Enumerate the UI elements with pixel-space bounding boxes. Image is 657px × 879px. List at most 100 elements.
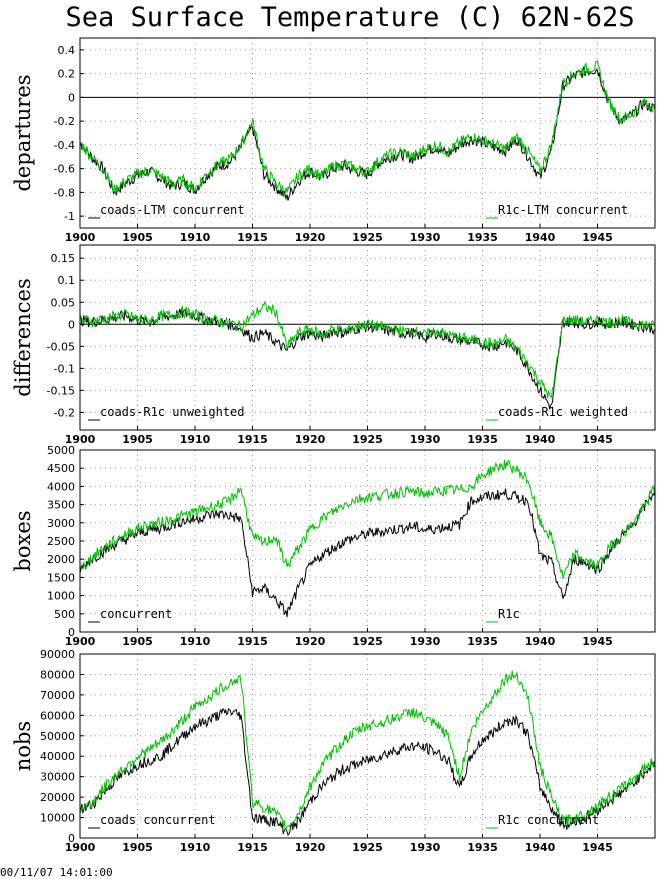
x-tick-label: 1915 <box>237 635 268 648</box>
y-tick-label: 40000 <box>40 750 75 763</box>
x-tick-label: 1930 <box>410 231 441 244</box>
y-tick-label: 0 <box>68 832 75 845</box>
x-tick-label: 1905 <box>122 635 153 648</box>
x-tick-label: 1930 <box>410 433 441 446</box>
x-tick-label: 1920 <box>295 635 326 648</box>
x-tick-label: 1935 <box>467 841 498 854</box>
y-tick-label: 0.1 <box>58 274 76 287</box>
series-line <box>79 488 656 618</box>
chart-title: Sea Surface Temperature (C) 62N-62S <box>65 2 635 33</box>
legend-label-left: coads-LTM concurrent <box>100 203 245 217</box>
plot-frame <box>79 653 656 839</box>
y-tick-label: -1 <box>64 210 75 223</box>
x-tick-label: 1925 <box>352 841 383 854</box>
y-tick-label: 0 <box>68 91 75 104</box>
x-tick-label: 1935 <box>467 231 498 244</box>
series-line <box>79 60 656 198</box>
y-tick-label: 0.2 <box>58 68 76 81</box>
x-tick-label: 1915 <box>237 231 268 244</box>
y-axis-label: differences <box>11 278 35 396</box>
plot-frame <box>79 449 656 633</box>
series-line <box>79 670 656 831</box>
y-tick-label: 0.05 <box>51 296 76 309</box>
x-tick-label: 1935 <box>467 433 498 446</box>
x-tick-label: 1910 <box>180 433 211 446</box>
y-tick-label: 1000 <box>47 590 75 603</box>
plot-frame <box>79 244 656 431</box>
y-tick-label: 90000 <box>40 648 75 661</box>
x-tick-label: 1930 <box>410 841 441 854</box>
plot-frame <box>79 37 656 229</box>
x-tick-label: 1905 <box>122 231 153 244</box>
y-tick-label: 30000 <box>40 771 75 784</box>
y-tick-label: 60000 <box>40 709 75 722</box>
x-tick-label: 1925 <box>352 231 383 244</box>
x-tick-label: 1930 <box>410 635 441 648</box>
y-tick-label: 0.4 <box>58 44 76 57</box>
x-tick-label: 1940 <box>525 231 556 244</box>
legend-label-right: R1c-LTM concurrent <box>498 203 628 217</box>
x-tick-label: 1900 <box>65 433 96 446</box>
x-tick-label: 1910 <box>180 635 211 648</box>
y-tick-label: 0.15 <box>51 252 76 265</box>
y-axis-label: boxes <box>11 510 35 571</box>
x-tick-label: 1900 <box>65 841 96 854</box>
y-tick-label: -0.2 <box>54 406 75 419</box>
y-tick-label: 10000 <box>40 812 75 825</box>
x-tick-label: 1920 <box>295 231 326 244</box>
x-tick-label: 1925 <box>352 635 383 648</box>
x-tick-label: 1935 <box>467 635 498 648</box>
y-tick-label: 2000 <box>47 553 75 566</box>
y-tick-label: 70000 <box>40 689 75 702</box>
legend-label-left: coads-R1c unweighted <box>100 405 245 419</box>
y-tick-label: -0.8 <box>54 186 75 199</box>
series-line <box>79 459 656 579</box>
y-tick-label: -0.15 <box>47 384 75 397</box>
x-tick-label: 1915 <box>237 841 268 854</box>
legend-label-right: coads-R1c weighted <box>498 405 628 419</box>
x-tick-label: 1900 <box>65 231 96 244</box>
y-tick-label: 4500 <box>47 462 75 475</box>
y-axis-label: nobs <box>11 721 35 771</box>
x-tick-label: 1905 <box>122 841 153 854</box>
legend-label-right: R1c concurrent <box>498 813 599 827</box>
x-tick-label: 1910 <box>180 231 211 244</box>
y-tick-label: 0 <box>68 318 75 331</box>
x-tick-label: 1940 <box>525 841 556 854</box>
x-tick-label: 1910 <box>180 841 211 854</box>
y-tick-label: 1500 <box>47 571 75 584</box>
series-line <box>79 300 656 399</box>
x-tick-label: 1940 <box>525 433 556 446</box>
legend-label-left: coads concurrent <box>100 813 216 827</box>
y-tick-label: 5000 <box>47 444 75 457</box>
y-axis-label: departures <box>11 74 35 191</box>
series-line <box>79 66 656 201</box>
legend-label-left: concurrent <box>100 607 172 621</box>
y-tick-label: 3000 <box>47 517 75 530</box>
x-tick-label: 1945 <box>582 433 613 446</box>
y-tick-label: -0.1 <box>54 362 75 375</box>
y-tick-label: 80000 <box>40 668 75 681</box>
y-tick-label: 4000 <box>47 480 75 493</box>
x-tick-label: 1945 <box>582 841 613 854</box>
y-tick-label: -0.2 <box>54 115 75 128</box>
series-line <box>79 708 656 836</box>
y-tick-label: 50000 <box>40 730 75 743</box>
x-tick-label: 1925 <box>352 433 383 446</box>
x-tick-label: 1945 <box>582 635 613 648</box>
x-tick-label: 1920 <box>295 433 326 446</box>
x-tick-label: 1940 <box>525 635 556 648</box>
timestamp-footer: 00/11/07 14:01:00 <box>0 866 113 879</box>
y-tick-label: 3500 <box>47 499 75 512</box>
x-tick-label: 1920 <box>295 841 326 854</box>
y-tick-label: 2500 <box>47 535 75 548</box>
x-tick-label: 1905 <box>122 433 153 446</box>
y-tick-label: -0.6 <box>54 163 75 176</box>
y-tick-label: -0.4 <box>54 139 75 152</box>
y-tick-label: -0.05 <box>47 340 75 353</box>
x-tick-label: 1915 <box>237 433 268 446</box>
x-tick-label: 1900 <box>65 635 96 648</box>
x-tick-label: 1945 <box>582 231 613 244</box>
y-tick-label: 20000 <box>40 791 75 804</box>
